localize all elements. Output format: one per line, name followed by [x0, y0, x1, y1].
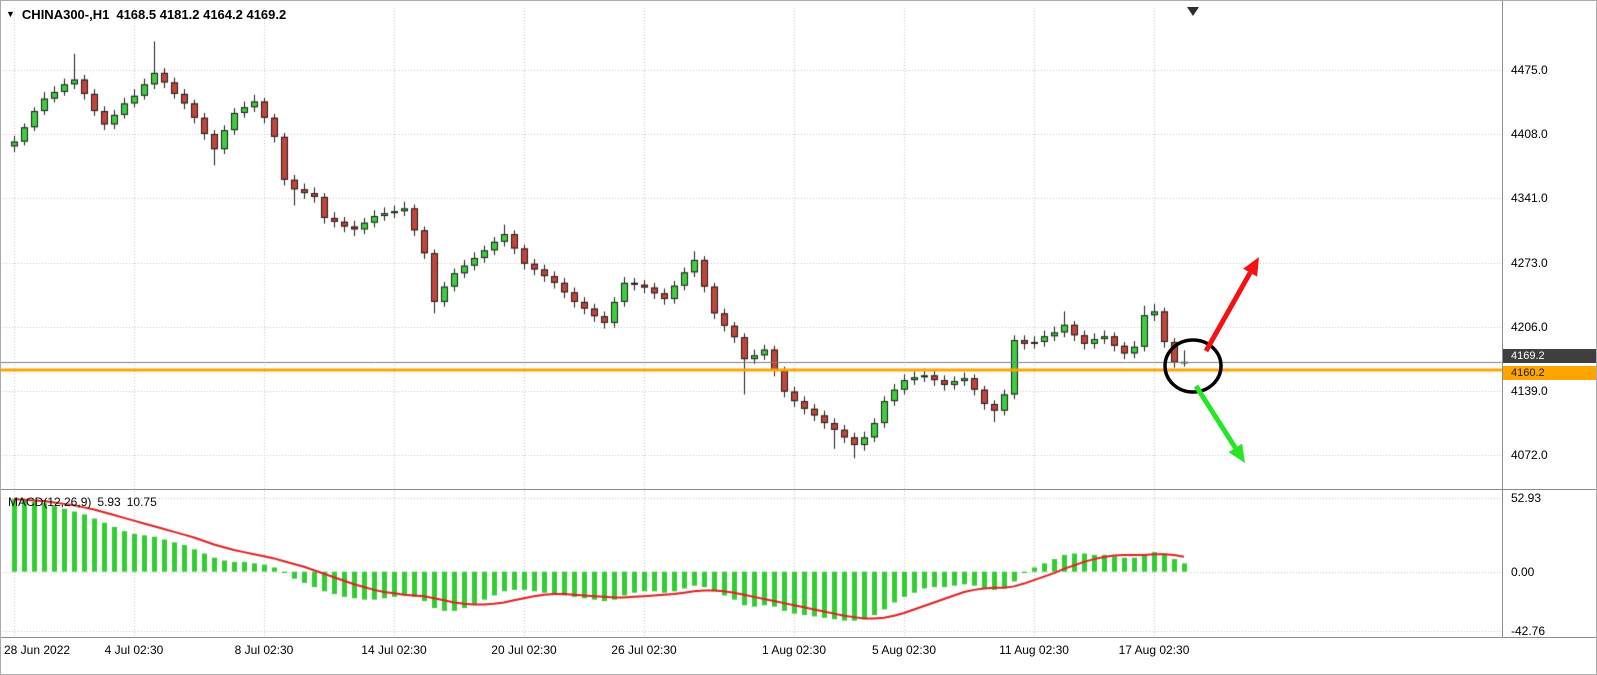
- time-tick-label: 26 Jul 02:30: [611, 643, 677, 657]
- price-tick-label: 4341.0: [1511, 190, 1548, 205]
- panel-separator[interactable]: [0, 489, 1597, 490]
- time-tick-label: 17 Aug 02:30: [1118, 643, 1190, 657]
- price-axis[interactable]: 4475.0 4408.0 4341.0 4273.0 4206.0 4139.0 4072…: [1503, 0, 1597, 641]
- symbol-timeframe-label: CHINA300-,H1: [21, 7, 110, 22]
- time-tick-label: 5 Aug 02:30: [871, 643, 937, 657]
- macd-label: MACD(12,26,9) 5.93 10.75: [8, 495, 163, 509]
- price-tick-label: 4273.0: [1511, 255, 1548, 270]
- time-tick-label: 1 Aug 02:30: [761, 643, 827, 657]
- time-axis[interactable]: 28 Jun 2022 4 Jul 02:30 8 Jul 02:30 14 Jul …: [0, 641, 1597, 673]
- price-tick-label: 4206.0: [1511, 319, 1548, 334]
- price-tick-label: 4072.0: [1511, 447, 1548, 462]
- price-tick-label: 4139.0: [1511, 383, 1548, 398]
- time-tick-label: 14 Jul 02:30: [361, 643, 427, 657]
- bid-price-badge: 4169.2: [1503, 348, 1597, 363]
- time-tick-label: 4 Jul 02:30: [104, 643, 164, 657]
- chart-menu-icon[interactable]: ▼: [6, 9, 15, 19]
- price-scale-border: [1502, 0, 1503, 637]
- time-tick-label: 8 Jul 02:30: [234, 643, 294, 657]
- time-tick-label: 20 Jul 02:30: [491, 643, 557, 657]
- macd-indicator-name: MACD(12,26,9): [8, 495, 92, 509]
- ohlc-values: 4168.5 4181.2 4164.2 4169.2: [116, 7, 287, 22]
- macd-signal-value: 10.75: [126, 495, 157, 509]
- time-tick-label: 11 Aug 02:30: [999, 643, 1069, 657]
- macd-tick-label: -42.76: [1511, 624, 1546, 639]
- chart-shift-marker[interactable]: [1187, 7, 1199, 16]
- time-tick-label: 28 Jun 2022: [4, 643, 71, 657]
- macd-tick-label: 0.00: [1511, 564, 1535, 579]
- macd-main-value: 5.93: [97, 495, 121, 509]
- price-tick-label: 4475.0: [1511, 63, 1548, 78]
- time-axis-separator: [0, 637, 1597, 638]
- price-tick-label: 4408.0: [1511, 126, 1548, 141]
- chart-header: ▼ CHINA300-,H1 4168.5 4181.2 4164.2 4169…: [6, 7, 286, 22]
- hline-price-badge: 4160.2: [1503, 366, 1597, 381]
- macd-tick-label: 52.93: [1511, 490, 1542, 505]
